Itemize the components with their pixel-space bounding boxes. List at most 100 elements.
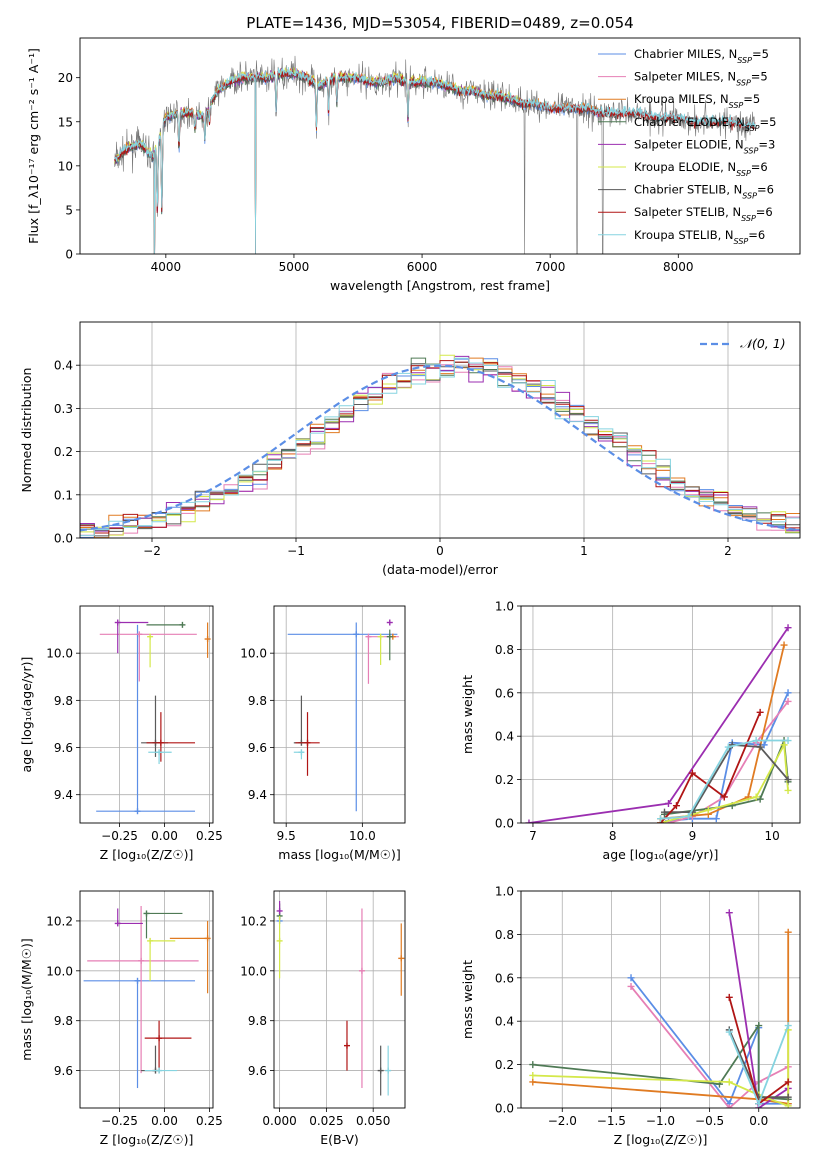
- xtick-label: 7000: [535, 260, 566, 274]
- axes-frame: 4000 5000 6000 7000 8000 0 5 10 15 20 wavelength […: [26, 37, 801, 293]
- ytick-label: 0.6: [495, 971, 514, 985]
- xtick-label: 0.0: [749, 1114, 768, 1128]
- errorbar-point-kroupa-elodie: [377, 633, 384, 665]
- weight-marker: [752, 793, 760, 801]
- axes-frame: 9.5 10.0 9.4 9.6 9.8 10.0 mass [log₁₀(M/M☉)]: [240, 605, 406, 862]
- xaxis-label: age [log₁₀(age/yr)]: [603, 847, 719, 862]
- xtick-label: 0.25: [196, 1114, 223, 1128]
- ytick-label: 0.0: [495, 1102, 514, 1116]
- errorbar-point-chabrier-elodie: [143, 910, 183, 939]
- ytick-label: 9.4: [248, 788, 267, 802]
- weight-marker: [784, 737, 792, 745]
- legend-entry: Chabrier ELODIE, NSSP=5: [634, 115, 776, 133]
- weight-marker: [784, 1022, 792, 1030]
- weight-marker: [725, 909, 733, 917]
- model-spectrum-salpeter-elodie: [114, 68, 525, 254]
- ytick-label: 10.0: [240, 647, 267, 661]
- weight-marker: [784, 1078, 792, 1086]
- errorbar-point-salpeter-miles: [365, 633, 399, 684]
- xaxis-label: Z [log₁₀(Z/Z☉)]: [100, 1132, 194, 1147]
- ytick-label: 0.4: [495, 730, 514, 744]
- ytick-label: 9.8: [54, 1014, 73, 1028]
- panel-residuals: −2 −1 0 1 2 0.0 0.1 0.2 0.3 0.4 (data-model)/error…: [19, 321, 801, 577]
- weight-marker: [752, 737, 760, 745]
- figure-title: PLATE=1436, MJD=53054, FIBERID=0489, z=0…: [246, 14, 633, 32]
- weight-marker: [529, 1071, 537, 1079]
- model-spectrum-salpeter-miles: [114, 67, 602, 254]
- ytick-label: 9.6: [248, 1064, 267, 1078]
- ytick-label: 0.6: [495, 686, 514, 700]
- ytick-label: 0.8: [495, 928, 514, 942]
- ytick-label: 10.0: [240, 964, 267, 978]
- errorbar-point-chabrier-elodie: [146, 621, 186, 628]
- weight-line-salpeter-miles: [630, 985, 789, 1108]
- panel-mass-Z: −0.25 0.00 0.25 9.6 9.8 10.0 10.2 Z [log₁₀(Z/Z☉…: [19, 890, 223, 1147]
- panel-spectrum: 4000 5000 6000 7000 8000 0 5 10 15 20 wavelength […: [26, 37, 801, 293]
- errorbar-point-kroupa-miles: [169, 920, 211, 994]
- ytick-label: 0.2: [54, 445, 73, 459]
- plot-area: [80, 354, 800, 538]
- gridlines: [80, 606, 213, 823]
- panel-age-mass: 9.5 10.0 9.4 9.6 9.8 10.0 mass [log₁₀(M/M☉)]: [240, 605, 406, 862]
- histogram-chabrier-stelib: [80, 363, 800, 538]
- axes-frame: −0.25 0.00 0.25 9.4 9.6 9.8 10.0 Z [log₁₀(Z/Z☉)…: [19, 605, 223, 862]
- axes-box: [79, 37, 801, 255]
- weight-marker: [784, 697, 792, 705]
- errorbar-point-salpeter-elodie: [276, 900, 283, 914]
- errorbar-point-salpeter-elodie: [114, 619, 149, 654]
- errorbar-point-kroupa-stelib: [293, 749, 305, 760]
- xaxis-label: E(B-V): [320, 1132, 359, 1147]
- errorbar-point-kroupa-elodie: [147, 633, 154, 668]
- weight-marker: [664, 799, 672, 807]
- plot-area: [529, 909, 792, 1108]
- axes-frame: 7 8 9 10 0.0 0.2 0.4 0.6 0.8 1.0 age [log₁₀(age/yr…: [460, 600, 801, 862]
- ytick-label: 0.8: [495, 643, 514, 657]
- ytick-label: 0.2: [495, 773, 514, 787]
- ytick-label: 10.2: [46, 914, 73, 928]
- model-spectrum-chabrier-elodie: [114, 70, 525, 254]
- weight-marker: [784, 689, 792, 697]
- errorbar-point-salpeter-miles: [358, 908, 365, 1089]
- xtick-label: −0.25: [101, 1114, 138, 1128]
- weight-marker: [672, 802, 680, 810]
- weight-marker: [725, 1078, 733, 1086]
- weight-marker: [784, 624, 792, 632]
- ytick-label: 0.3: [54, 402, 73, 416]
- xtick-label: −2: [143, 544, 161, 558]
- errorbar-point-chabrier-stelib: [377, 1045, 384, 1096]
- legend-entry: Salpeter MILES, NSSP=5: [634, 70, 768, 88]
- xtick-label: 0.25: [196, 829, 223, 843]
- model-spectrum-kroupa-stelib: [114, 66, 756, 254]
- weight-marker: [755, 1100, 763, 1108]
- ytick-label: 9.6: [248, 741, 267, 755]
- xtick-label: 7: [529, 829, 537, 843]
- errorbar-point-kroupa-miles: [204, 622, 211, 658]
- xtick-label: −0.5: [695, 1114, 724, 1128]
- ytick-label: 20: [58, 71, 73, 85]
- errorbar-point-salpeter-elodie: [114, 908, 143, 927]
- panel-weight-Z: −2.0 −1.5 −1.0 −0.5 0.0 0.0 0.2 0.4 0.6 0.8 1.0 Z […: [460, 885, 801, 1147]
- weight-marker: [724, 743, 732, 751]
- histogram-kroupa-stelib: [80, 357, 800, 538]
- legend-entry: Chabrier MILES, NSSP=5: [634, 47, 769, 65]
- weight-marker: [720, 793, 728, 801]
- xtick-label: 1: [580, 544, 588, 558]
- panel-weight-age: 7 8 9 10 0.0 0.2 0.4 0.6 0.8 1.0 age [log₁₀(age/yr…: [460, 600, 801, 862]
- xtick-label: −1: [287, 544, 305, 558]
- axes-box: [520, 605, 801, 824]
- weight-marker: [529, 1078, 537, 1086]
- xtick-label: −1.0: [646, 1114, 675, 1128]
- ytick-label: 0.0: [495, 817, 514, 831]
- legend-entry: Kroupa STELIB, NSSP=6: [634, 228, 765, 246]
- axes-box: [79, 890, 214, 1109]
- xaxis-label: Z [log₁₀(Z/Z☉)]: [100, 847, 194, 862]
- weight-marker: [684, 812, 692, 820]
- xtick-label: 8: [609, 829, 617, 843]
- weight-line-salpeter-elodie: [728, 912, 789, 1108]
- plot-area: [287, 619, 399, 812]
- weight-marker: [627, 982, 635, 990]
- weight-marker: [725, 993, 733, 1001]
- errorbar-point-kroupa-elodie: [276, 915, 283, 979]
- plot-area: [83, 905, 211, 1089]
- weight-marker: [784, 786, 792, 794]
